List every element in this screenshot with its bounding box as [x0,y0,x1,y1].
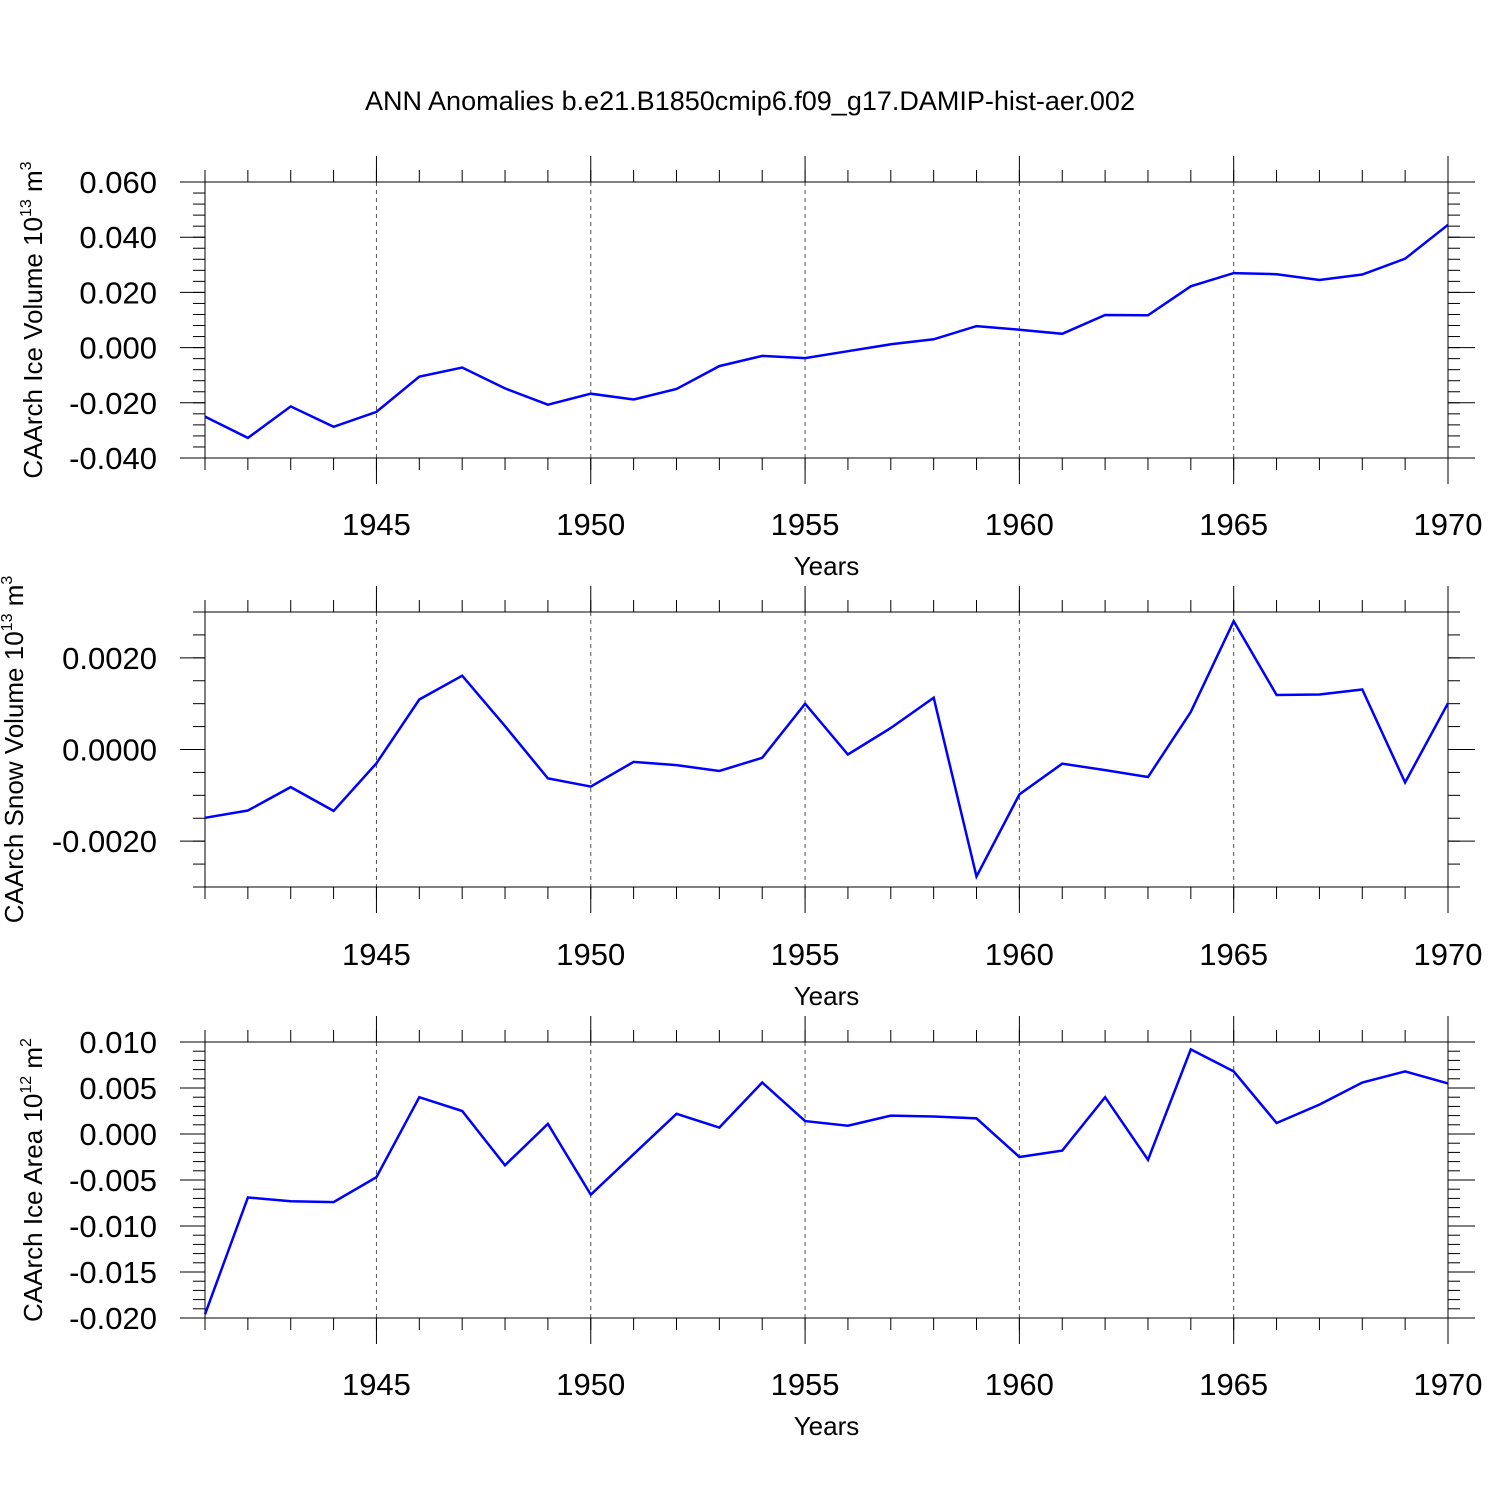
x-axis-title: Years [794,1411,860,1441]
x-tick-label: 1955 [771,1367,840,1402]
x-tick-label: 1965 [1199,507,1268,542]
y-tick-label: 0.0000 [62,733,157,768]
x-tick-label: 1960 [985,1367,1054,1402]
y-axis-title: CAArch Snow Volume 1013 m3 [0,576,29,924]
y-axis-title: CAArch Ice Volume 1013 m3 [18,161,48,478]
chart-title: ANN Anomalies b.e21.B1850cmip6.f09_g17.D… [365,86,1135,116]
series-line [204,223,1449,440]
x-tick-label: 1965 [1199,937,1268,972]
x-tick-label: 1965 [1199,1367,1268,1402]
chart-panel-2: -0.0020 0.0000 0.0020 1945 1950 1955 1960 1965 1… [0,576,1482,1011]
y-tick-label: 0.040 [79,220,157,255]
y-tick-label: 0.000 [79,1117,157,1152]
y-tick-label: 0.000 [79,331,157,366]
y-tick-label: 0.060 [79,165,157,200]
y-tick-label: 0.010 [79,1025,157,1060]
x-tick-label: 1945 [342,937,411,972]
y-tick-label: -0.020 [69,1301,157,1336]
y-tick-label: -0.040 [69,441,157,476]
x-tick-label: 1970 [1414,1367,1483,1402]
chart-panel-3: -0.020 -0.015 -0.010 -0.005 0.000 0.005 0.010 1… [18,1016,1482,1441]
y-tick-label: 0.0020 [62,641,157,676]
x-tick-label: 1960 [985,507,1054,542]
chart-panel-1: -0.040 -0.020 0.000 0.020 0.040 0.060 1945 1950… [18,156,1482,581]
x-axis-title: Years [794,981,860,1011]
x-tick-label: 1950 [556,1367,625,1402]
y-tick-label: -0.0020 [52,824,157,859]
y-axis-title: CAArch Ice Area 1012 m2 [18,1038,48,1322]
x-tick-label: 1950 [556,507,625,542]
x-tick-label: 1970 [1414,937,1483,972]
x-tick-label: 1955 [771,507,840,542]
x-tick-label: 1945 [342,507,411,542]
x-tick-label: 1960 [985,937,1054,972]
y-tick-label: -0.010 [69,1209,157,1244]
series-line [204,618,1450,881]
x-tick-label: 1970 [1414,507,1483,542]
y-tick-label: -0.015 [69,1255,157,1290]
y-tick-label: 0.005 [79,1071,157,1106]
x-tick-label: 1945 [342,1367,411,1402]
y-tick-label: -0.005 [69,1163,157,1198]
x-tick-label: 1955 [771,937,840,972]
y-tick-label: 0.020 [79,275,157,310]
y-tick-label: -0.020 [69,386,157,421]
series-line [203,1047,1449,1315]
x-tick-label: 1950 [556,937,625,972]
x-axis-title: Years [794,551,860,581]
